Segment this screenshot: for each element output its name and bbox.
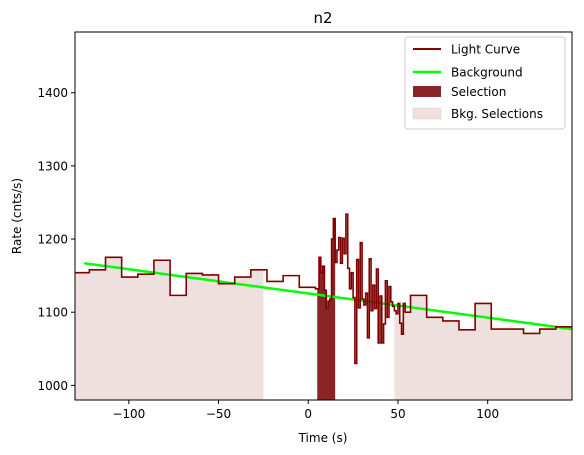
x-axis-ticks: −100 −50 0 50 100 [112, 400, 499, 421]
light-curve-line [75, 213, 572, 365]
light-curve-layer [75, 213, 572, 365]
legend-bkg-selections-label: Bkg. Selections [451, 107, 543, 121]
y-tick-label: 1400 [37, 86, 68, 100]
x-tick-label: 100 [476, 407, 499, 421]
bkg-selections-layer [75, 257, 572, 400]
legend-selection-patch [413, 86, 441, 97]
y-tick-label: 1100 [37, 306, 68, 320]
legend-light-curve-label: Light Curve [451, 43, 520, 57]
legend-box [404, 36, 566, 130]
x-axis-label: Time (s) [298, 431, 348, 445]
y-axis-ticks: 1000 1100 1200 1300 1400 [37, 86, 75, 393]
plot-frame [74, 31, 573, 401]
chart-title: n2 [313, 9, 332, 27]
bkg-selection-region [394, 295, 572, 400]
y-tick-label: 1200 [37, 233, 68, 247]
y-tick-label: 1000 [37, 379, 68, 393]
legend: Light Curve Background Selection Bkg. Se… [404, 36, 566, 130]
legend-background-label: Background [451, 66, 523, 80]
legend-bkg-selections-patch [412, 107, 442, 120]
bkg-selection-region [75, 257, 264, 400]
x-tick-label: 50 [390, 407, 405, 421]
x-tick-label: 0 [304, 407, 312, 421]
x-tick-label: −50 [206, 407, 231, 421]
legend-selection-label: Selection [451, 85, 506, 99]
x-tick-label: −100 [112, 407, 145, 421]
y-tick-label: 1300 [37, 159, 68, 173]
y-axis-label: Rate (cnts/s) [10, 178, 24, 254]
